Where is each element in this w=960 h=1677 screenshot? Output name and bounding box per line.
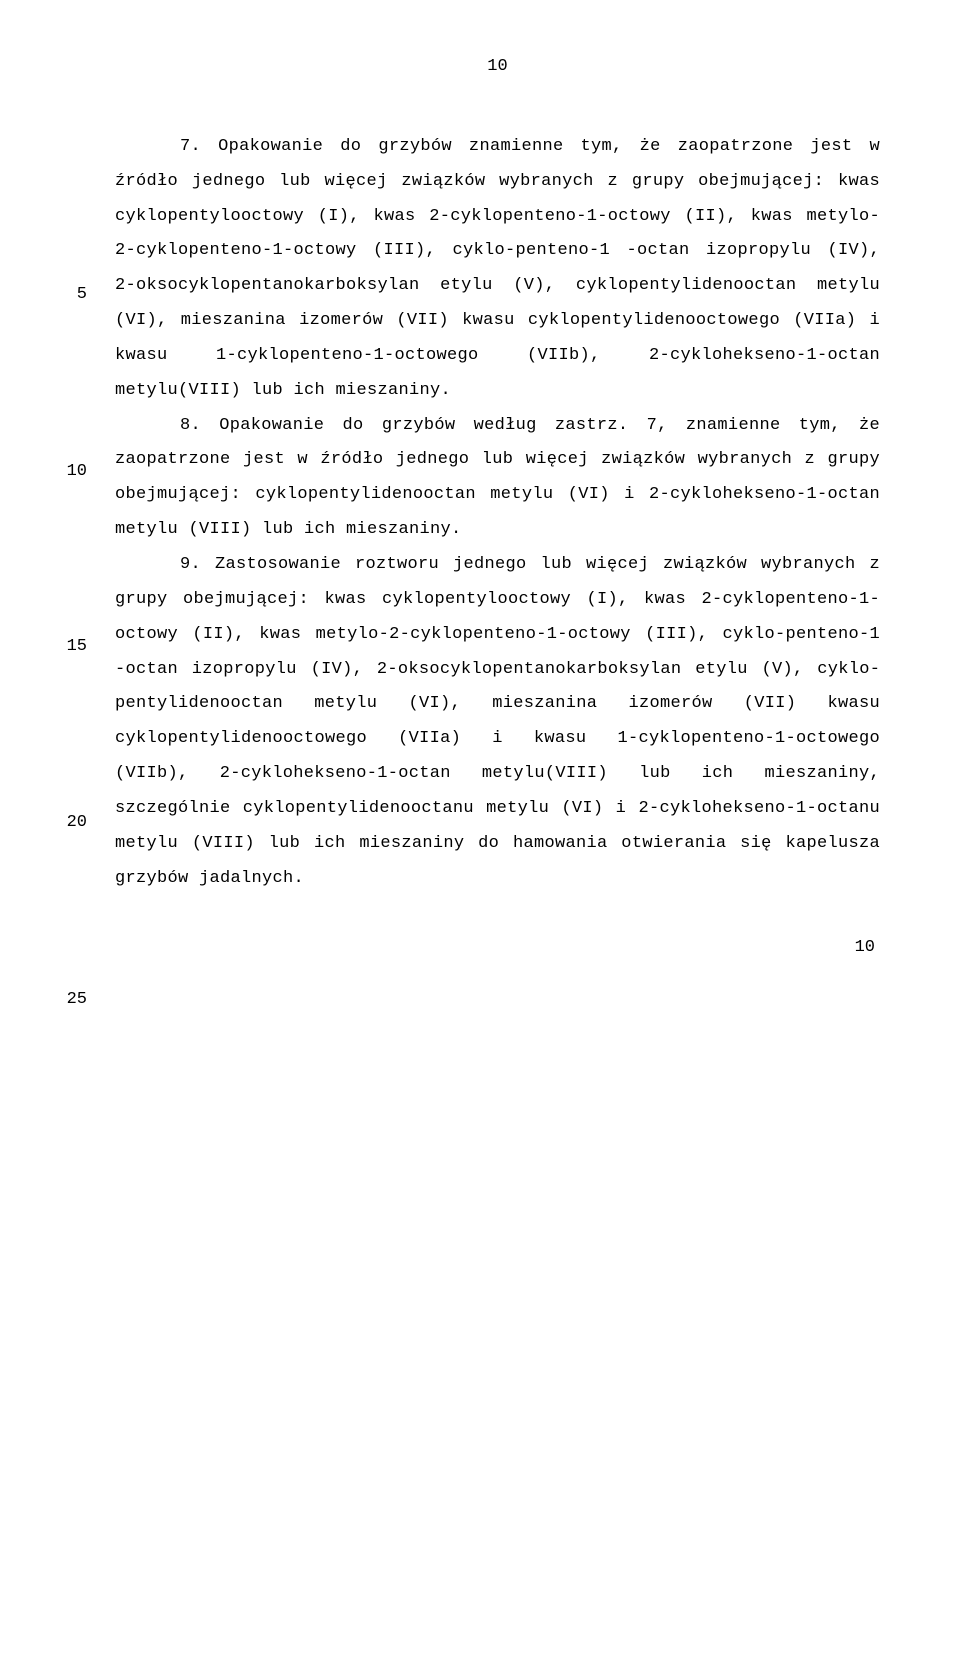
page-number-top: 10	[115, 50, 880, 85]
line-number-5: 5	[62, 278, 87, 313]
line-number-10: 10	[62, 455, 87, 490]
line-number-15: 15	[62, 630, 87, 665]
paragraph-8: 8. Opakowanie do grzybów według zastrz. …	[115, 409, 880, 548]
line-number-20: 20	[62, 806, 87, 841]
paragraph-7: 7. Opakowanie do grzybów znamienne tym, …	[115, 130, 880, 409]
document-page: 10 5 10 15 20 25 7. Opakowanie do grzybó…	[0, 0, 960, 1026]
paragraph-9: 9. Zastosowanie roztworu jednego lub wię…	[115, 548, 880, 896]
document-body: 7. Opakowanie do grzybów znamienne tym, …	[115, 130, 880, 897]
page-number-bottom: 10	[115, 931, 880, 966]
line-number-25: 25	[62, 983, 87, 1018]
